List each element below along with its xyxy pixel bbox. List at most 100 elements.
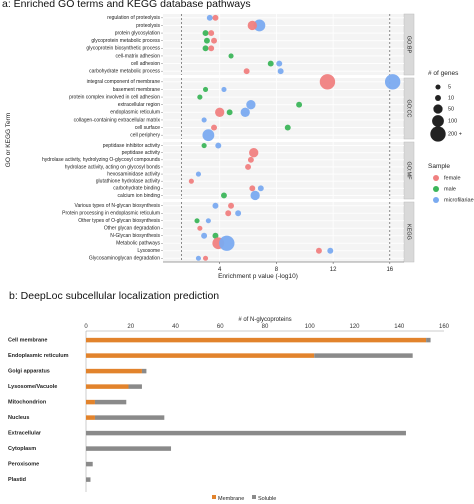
point-male xyxy=(267,60,274,67)
point-male xyxy=(220,192,227,199)
x-tick-label: 160 xyxy=(439,324,450,330)
term-label: peptidase activity xyxy=(122,150,161,156)
x-tick-label: 120 xyxy=(349,324,360,330)
legend-size-dot xyxy=(432,115,444,127)
bar-soluble xyxy=(86,461,93,467)
panel-a-title: a: Enriched GO terms and KEGG database p… xyxy=(2,0,251,10)
term-label: basement membrane xyxy=(113,87,160,93)
legend-b: Membrane Soluble xyxy=(212,495,276,502)
x-tick-label: 4 xyxy=(218,267,222,273)
term-label: peptidase inhibitor activity xyxy=(103,143,161,149)
term-label: cell surface xyxy=(135,125,161,131)
bar-soluble xyxy=(314,353,413,358)
legend-size-dot xyxy=(435,84,441,90)
term-label: Other types of O-glycan biosynthesis xyxy=(78,218,160,224)
point-female xyxy=(249,185,256,192)
point-male xyxy=(228,53,234,59)
facet-strip xyxy=(403,201,415,263)
x-tick-label: 12 xyxy=(330,267,337,273)
category-label: Cell membrane xyxy=(8,338,47,344)
facet-background xyxy=(163,142,404,199)
point-female xyxy=(197,225,203,231)
x-tick-label: 20 xyxy=(127,324,134,330)
point-female xyxy=(315,247,322,254)
term-label: hydrolase activity, hydrolyzing O-glycos… xyxy=(42,157,161,163)
facet-strip xyxy=(403,141,415,200)
term-label: endoplasmic reticulum xyxy=(110,110,160,116)
facet-strip-label: GO:MF xyxy=(406,161,412,180)
point-microfilariae xyxy=(240,107,250,117)
point-male xyxy=(284,124,291,131)
legend-size-label: 50 xyxy=(448,106,454,112)
term-label: Glycosaminoglycan degradation xyxy=(89,256,160,262)
bar-soluble xyxy=(426,337,431,343)
point-microfilariae xyxy=(384,74,401,90)
point-female xyxy=(249,148,259,158)
bar-soluble xyxy=(86,430,406,436)
category-label: Nucleus xyxy=(8,415,29,421)
category-label: Mitochondrion xyxy=(8,400,47,406)
point-male xyxy=(226,109,233,116)
bar-soluble xyxy=(86,446,172,451)
point-microfilariae xyxy=(257,185,264,192)
term-label: Metabolic pathways xyxy=(116,241,160,247)
legend-swatch-membrane xyxy=(212,495,216,499)
category-label: Extracellular xyxy=(8,431,42,437)
legend-size-label: 200 + xyxy=(448,131,462,137)
point-microfilariae xyxy=(212,202,219,209)
point-microfilariae xyxy=(206,14,213,21)
legend-color-dot-female xyxy=(433,175,439,181)
term-label: carbohydrate binding xyxy=(113,186,160,192)
point-female xyxy=(319,74,336,90)
term-label: protein glycosylation xyxy=(115,30,161,36)
panel-b-bar-chart: # of N-glycoproteins 0 20 40 60 80 100 120 140 16… xyxy=(8,317,450,502)
term-label: glycoprotein biosynthetic process xyxy=(86,46,160,52)
term-label: Various types of N-glycan biosynthesis xyxy=(74,203,160,209)
bar-membrane xyxy=(86,353,315,358)
legend-size-dot xyxy=(433,104,443,114)
facet-gobp: GO:BP regulation of proteolysis proteolysi… xyxy=(86,13,415,76)
x-tick-label: 140 xyxy=(394,324,405,330)
point-microfilariae xyxy=(246,100,256,110)
point-female xyxy=(208,30,215,37)
term-label: Lysosome xyxy=(137,248,160,254)
point-microfilariae xyxy=(205,218,211,224)
point-male xyxy=(296,101,303,108)
legend-size-dot xyxy=(430,126,446,142)
bar-soluble xyxy=(141,368,147,374)
category-label: Golgi apparatus xyxy=(8,369,50,375)
legend-label: Soluble xyxy=(258,496,276,502)
x-tick-label: 80 xyxy=(262,324,269,330)
term-label: proteolysis xyxy=(136,23,160,29)
point-female xyxy=(215,107,225,117)
facet-gomf: GO:MF peptidase inhibitor activitypeptida… xyxy=(42,141,415,201)
x-tick-label: 100 xyxy=(305,324,316,330)
bar-soluble xyxy=(86,477,91,482)
point-female xyxy=(208,45,215,52)
panel-a-dot-plot: GO:BP regulation of proteolysis proteolysi… xyxy=(5,13,474,280)
bar-membrane xyxy=(86,368,142,374)
point-female xyxy=(247,156,254,163)
point-female xyxy=(211,124,217,131)
point-male xyxy=(202,45,209,52)
legend-size-label: 10 xyxy=(448,95,454,101)
point-male xyxy=(201,143,207,149)
bar-membrane xyxy=(86,415,95,420)
term-label: regulation of proteolysis xyxy=(107,15,160,21)
category-label: Endoplasmic reticulum xyxy=(8,353,69,359)
x-axis-title: # of N-glycoproteins xyxy=(238,317,291,323)
term-label: integral component of membrane xyxy=(87,79,161,85)
facet-kegg: KEGG Various types of N-glycan biosynthes… xyxy=(62,201,415,263)
point-female xyxy=(202,255,209,261)
point-microfilariae xyxy=(235,210,242,217)
point-female xyxy=(228,202,235,209)
facet-background xyxy=(163,202,404,262)
point-female xyxy=(245,163,252,170)
point-male xyxy=(202,30,209,37)
point-female xyxy=(188,178,194,184)
category-label: Plastid xyxy=(8,477,26,483)
term-label: hydrolase activity, acting on glycosyl b… xyxy=(65,164,161,170)
x-tick-label: 60 xyxy=(217,324,224,330)
point-microfilariae xyxy=(276,60,283,67)
